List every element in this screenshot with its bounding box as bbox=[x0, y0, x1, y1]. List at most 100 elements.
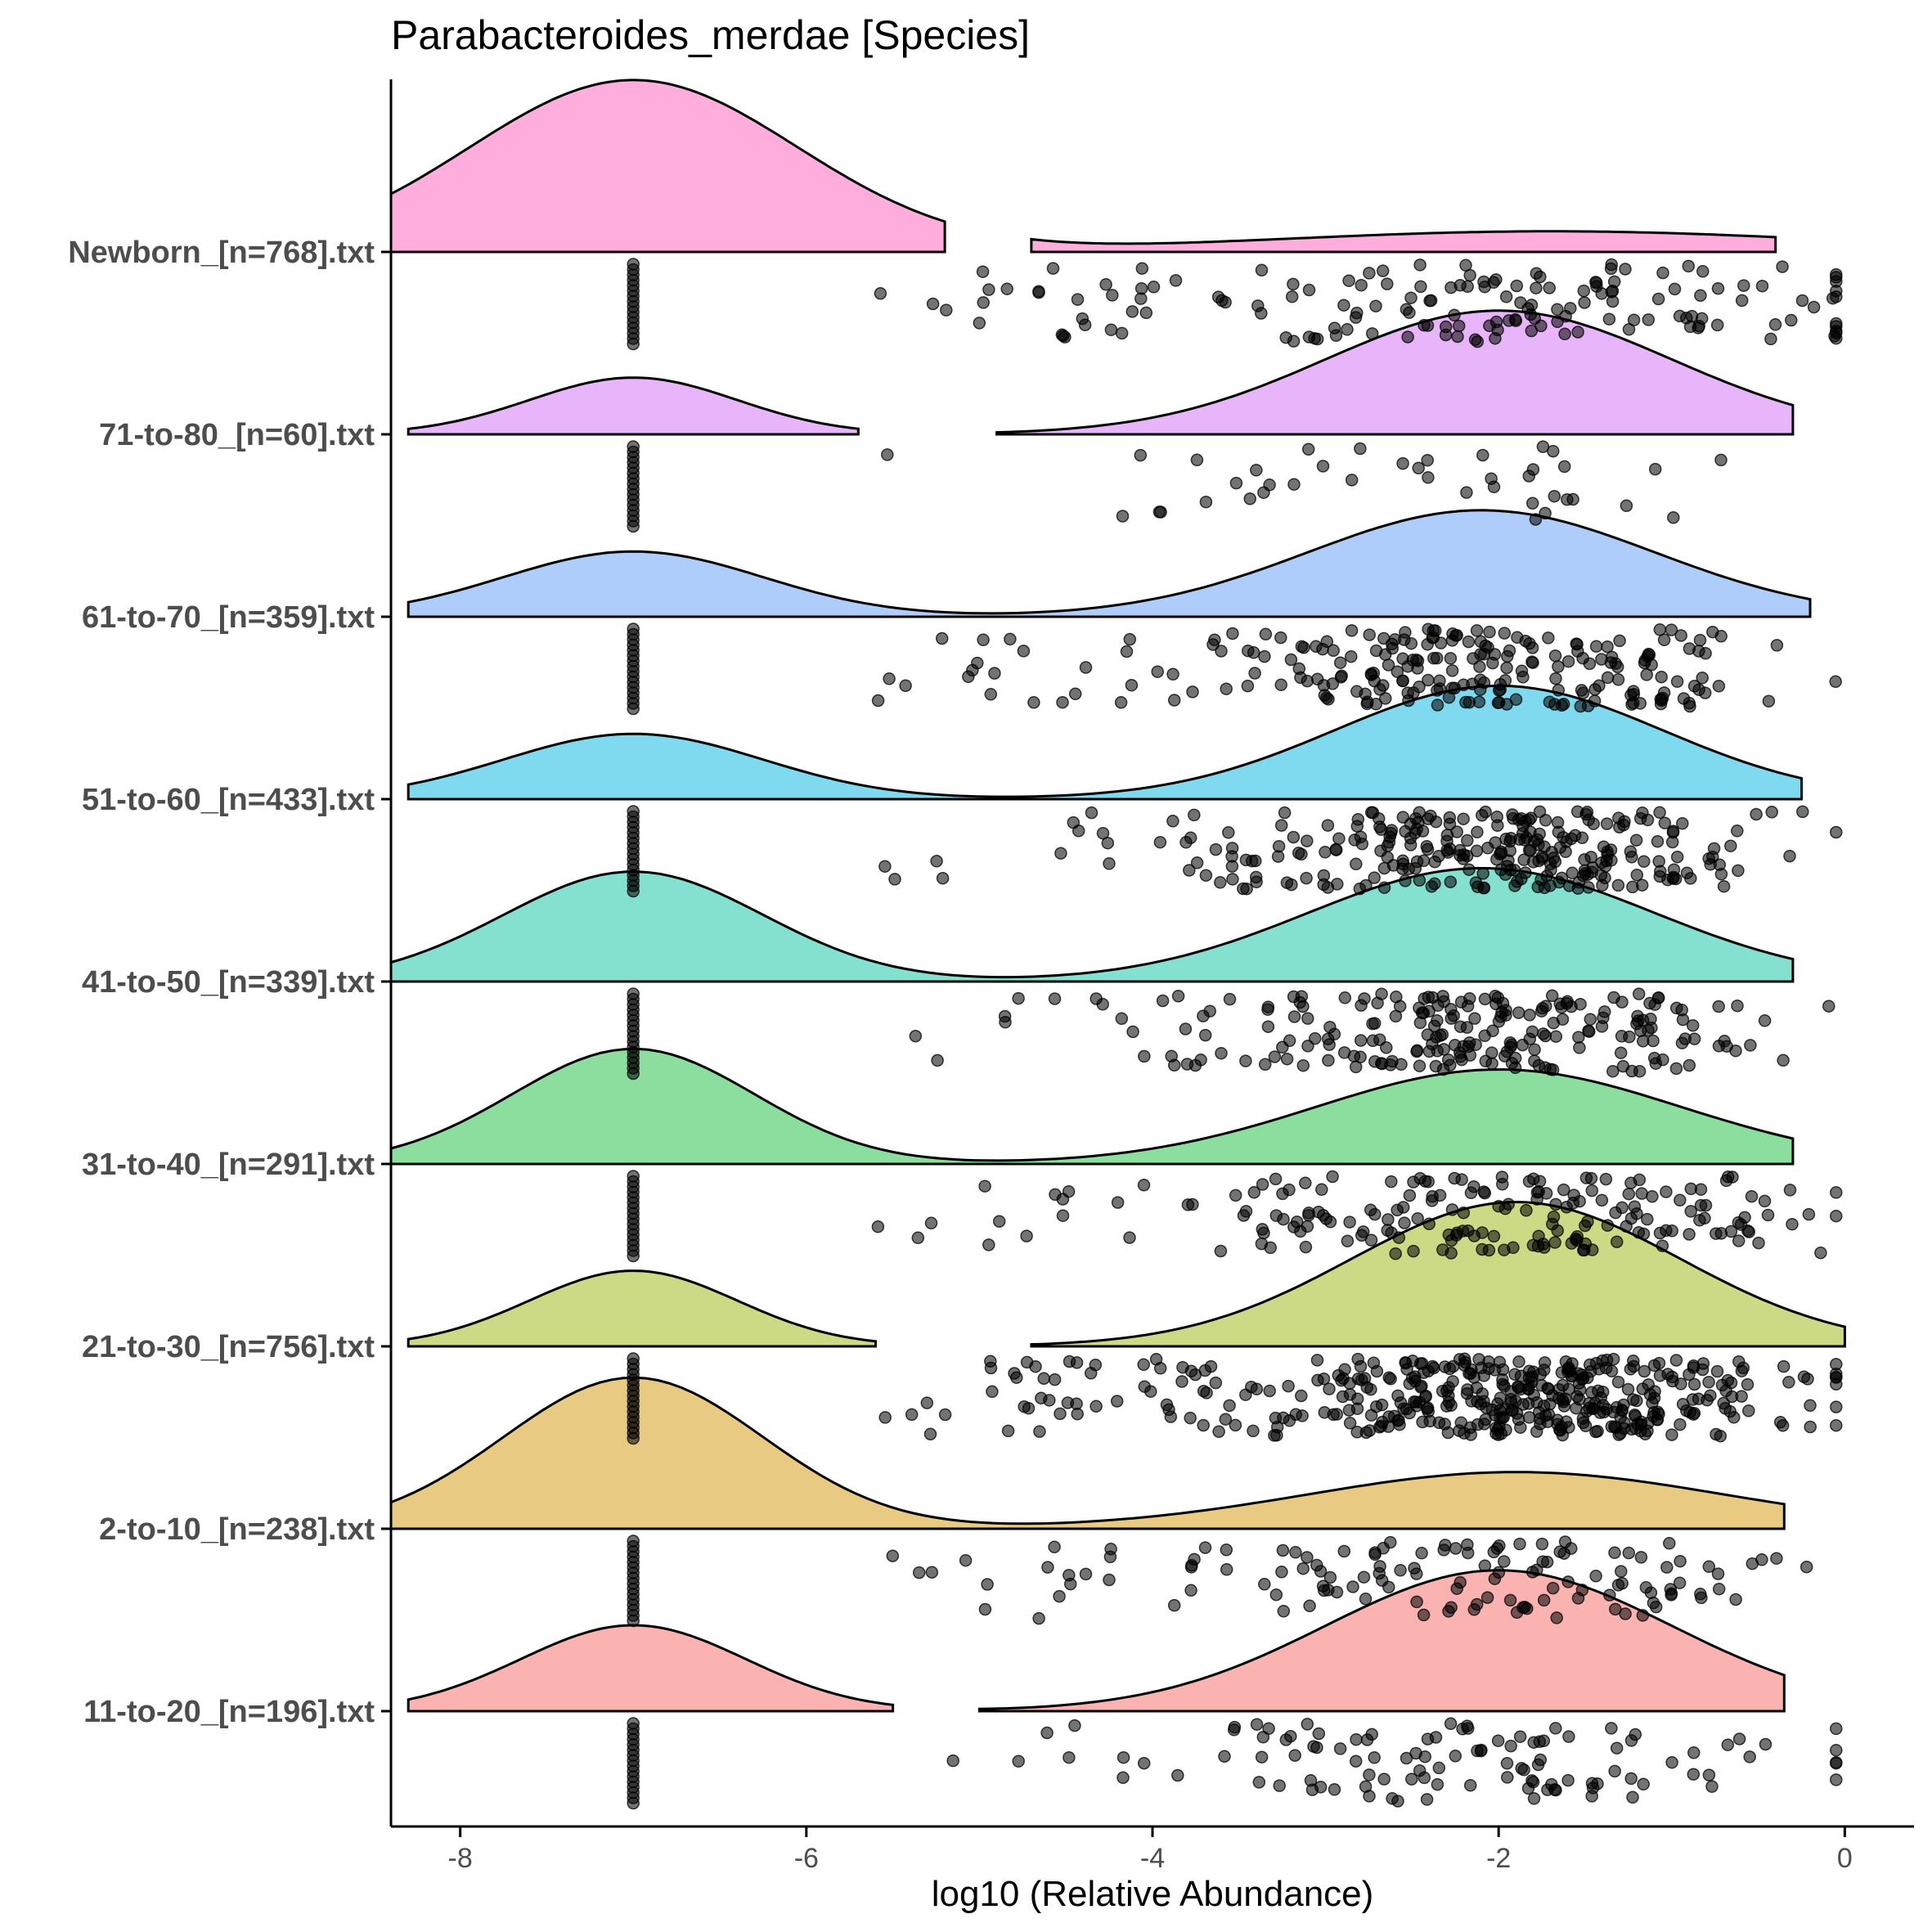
point-6-377 bbox=[1330, 1408, 1344, 1421]
point-8-16 bbox=[1721, 1738, 1735, 1751]
point-3-173 bbox=[1651, 834, 1665, 848]
point-5-178 bbox=[1457, 1206, 1471, 1220]
point-1-12 bbox=[1421, 453, 1434, 467]
x-tick-label-3: -2 bbox=[1486, 1843, 1511, 1874]
point-3-251 bbox=[1292, 847, 1305, 860]
point-3-223 bbox=[1571, 882, 1585, 895]
point-7-62 bbox=[1644, 1586, 1658, 1599]
point-5-41 bbox=[1595, 1193, 1609, 1207]
point-5-177 bbox=[1445, 1203, 1459, 1216]
point-2-174 bbox=[977, 633, 990, 647]
point-5-183 bbox=[1742, 1225, 1756, 1238]
point-7-67 bbox=[1359, 1593, 1373, 1606]
point-0-43 bbox=[1543, 281, 1556, 294]
zero-point-5-15 bbox=[627, 1249, 640, 1263]
point-2-229 bbox=[1327, 644, 1340, 658]
point-3-246 bbox=[1490, 852, 1503, 866]
point-5-157 bbox=[1585, 1243, 1599, 1256]
point-5-175 bbox=[1299, 1240, 1313, 1254]
point-5-173 bbox=[1758, 1194, 1772, 1208]
point-3-52 bbox=[1724, 839, 1737, 852]
point-4-158 bbox=[1413, 1059, 1427, 1072]
point-7-78 bbox=[1323, 1570, 1337, 1584]
point-5-152 bbox=[1422, 1217, 1436, 1231]
point-8-81 bbox=[1063, 1750, 1076, 1764]
point-6-35 bbox=[1184, 1411, 1197, 1425]
point-2-79 bbox=[1120, 645, 1134, 658]
point-4-20 bbox=[1822, 1000, 1835, 1013]
point-6-350 bbox=[1627, 1355, 1640, 1368]
point-5-128 bbox=[1656, 1239, 1669, 1252]
point-5-154 bbox=[1802, 1207, 1816, 1221]
point-3-269 bbox=[1461, 833, 1474, 847]
point-2-54 bbox=[1589, 640, 1603, 654]
point-2-208 bbox=[1125, 678, 1139, 692]
point-6-106 bbox=[1310, 1354, 1324, 1367]
point-3-218 bbox=[1416, 824, 1430, 838]
point-7-129 bbox=[1799, 1560, 1813, 1574]
point-6-187 bbox=[1070, 1356, 1084, 1369]
point-4-216 bbox=[1384, 1058, 1397, 1072]
point-1-39 bbox=[1250, 464, 1263, 477]
point-6-339 bbox=[1382, 1371, 1395, 1384]
point-3-56 bbox=[1462, 863, 1476, 876]
point-4-171 bbox=[1532, 1058, 1546, 1072]
point-1-23 bbox=[1243, 492, 1256, 505]
point-4-8 bbox=[1777, 1054, 1790, 1067]
point-2-150 bbox=[1017, 645, 1031, 658]
point-0-38 bbox=[976, 265, 990, 278]
point-5-189 bbox=[1385, 1226, 1398, 1239]
point-2-172 bbox=[1640, 668, 1653, 681]
point-4-44 bbox=[1268, 1050, 1282, 1063]
point-2-85 bbox=[1259, 627, 1273, 641]
point-3-187 bbox=[1470, 844, 1484, 858]
point-0-135 bbox=[1285, 290, 1299, 303]
point-0-31 bbox=[1448, 308, 1461, 322]
point-2-190 bbox=[1605, 650, 1619, 664]
point-7-66 bbox=[1550, 1611, 1563, 1624]
point-7-115 bbox=[1622, 1546, 1636, 1560]
point-3-265 bbox=[1225, 850, 1238, 863]
point-7-124 bbox=[1314, 1565, 1328, 1578]
point-7-25 bbox=[1276, 1543, 1290, 1557]
point-6-412 bbox=[1525, 1370, 1539, 1384]
density-2-0 bbox=[407, 509, 1812, 618]
point-6-316 bbox=[1553, 1424, 1567, 1437]
point-2-50 bbox=[1674, 629, 1687, 642]
point-2-227 bbox=[1402, 694, 1415, 708]
point-8-82 bbox=[1377, 1772, 1391, 1786]
y-tick-label-0: Newborn_[n=768].txt bbox=[68, 236, 375, 270]
point-6-396 bbox=[1600, 1353, 1614, 1367]
point-3-33 bbox=[1399, 874, 1412, 887]
point-7-118 bbox=[1619, 1607, 1632, 1620]
point-3-143 bbox=[1329, 842, 1342, 856]
point-6-299 bbox=[1661, 1368, 1674, 1381]
point-8-75 bbox=[1463, 1778, 1477, 1792]
point-5-117 bbox=[1601, 1219, 1615, 1232]
point-2-80 bbox=[1500, 661, 1513, 675]
point-5-155 bbox=[1326, 1170, 1339, 1184]
point-3-220 bbox=[1680, 866, 1694, 879]
point-7-108 bbox=[1525, 1566, 1539, 1579]
point-6-324 bbox=[1090, 1400, 1103, 1413]
point-4-204 bbox=[1293, 995, 1307, 1009]
point-0-157 bbox=[1830, 326, 1843, 339]
point-0-65 bbox=[1078, 318, 1092, 331]
point-5-24 bbox=[1315, 1183, 1328, 1197]
point-3-127 bbox=[1443, 817, 1457, 831]
point-3-47 bbox=[1072, 824, 1085, 838]
point-0-115 bbox=[1400, 303, 1413, 316]
point-0-3 bbox=[1169, 274, 1183, 287]
point-6-390 bbox=[1596, 1385, 1610, 1399]
point-7-61 bbox=[1461, 1538, 1474, 1552]
point-2-59 bbox=[971, 656, 984, 670]
point-2-189 bbox=[1542, 631, 1555, 645]
density-1-1 bbox=[995, 309, 1795, 436]
point-0-155 bbox=[1577, 284, 1591, 298]
point-3-214 bbox=[1579, 807, 1593, 821]
point-3-172 bbox=[1184, 831, 1197, 845]
point-2-24 bbox=[1166, 667, 1179, 681]
point-6-149 bbox=[1393, 1418, 1406, 1431]
point-0-151 bbox=[1211, 290, 1225, 303]
point-6-268 bbox=[1522, 1411, 1536, 1424]
